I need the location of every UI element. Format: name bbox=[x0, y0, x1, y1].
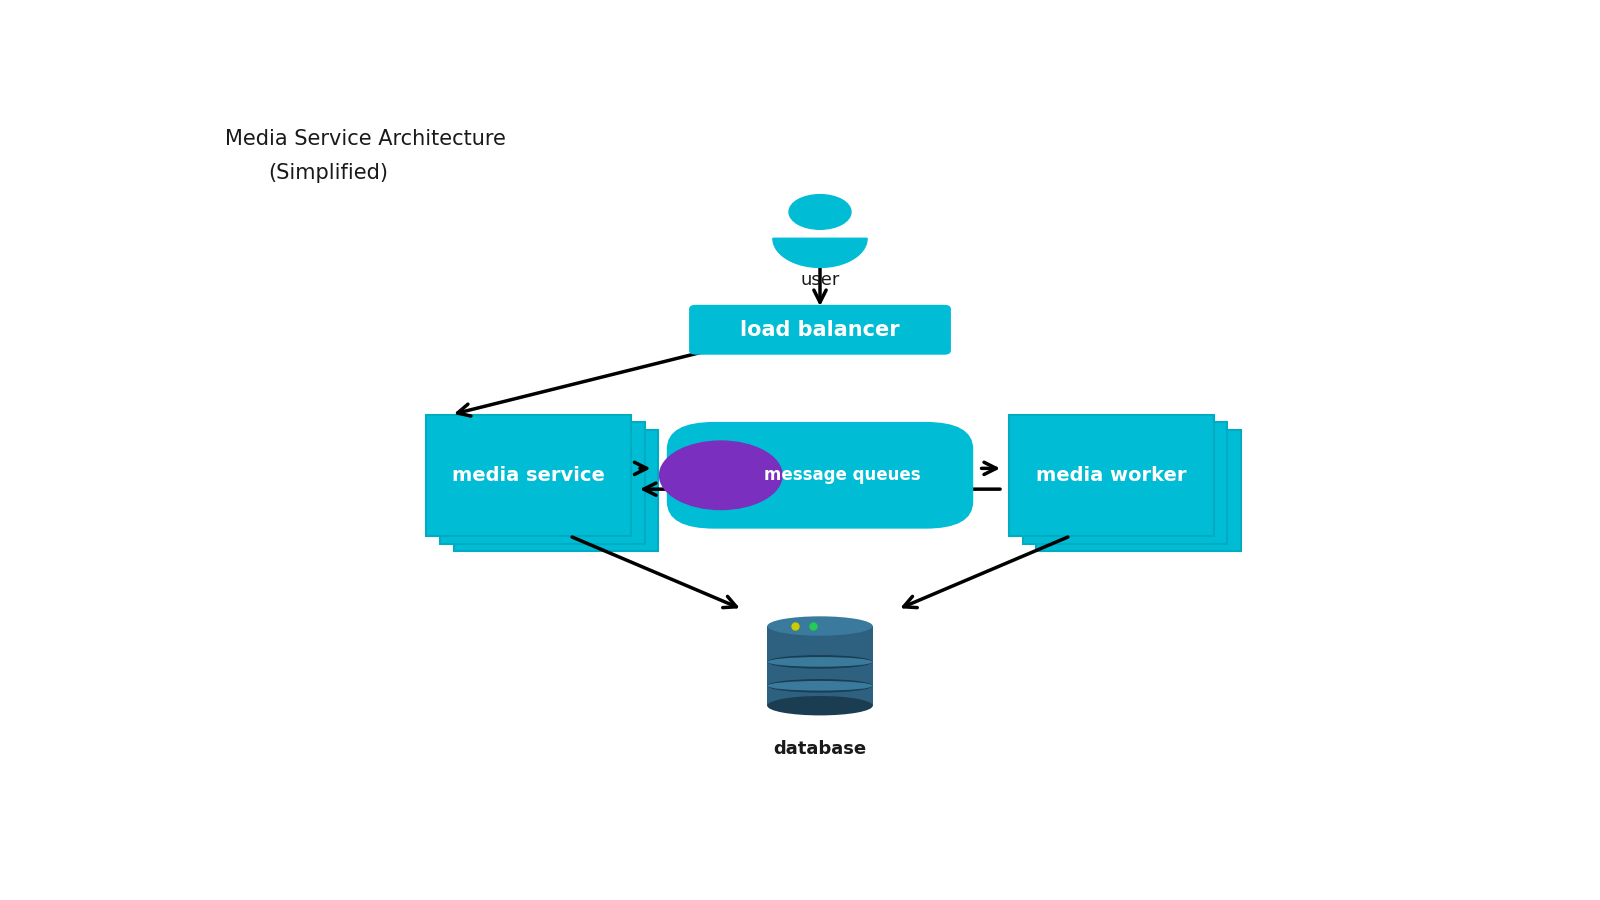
Text: media worker: media worker bbox=[1037, 466, 1187, 485]
Text: Media Service Architecture: Media Service Architecture bbox=[224, 129, 506, 148]
FancyBboxPatch shape bbox=[1037, 430, 1242, 551]
Circle shape bbox=[659, 441, 782, 509]
FancyBboxPatch shape bbox=[1022, 422, 1227, 544]
FancyBboxPatch shape bbox=[690, 305, 950, 354]
FancyBboxPatch shape bbox=[453, 430, 658, 551]
Text: (Simplified): (Simplified) bbox=[269, 164, 389, 184]
Text: message queues: message queues bbox=[765, 466, 920, 484]
FancyBboxPatch shape bbox=[667, 423, 973, 528]
FancyBboxPatch shape bbox=[768, 626, 872, 706]
FancyBboxPatch shape bbox=[440, 422, 645, 544]
FancyBboxPatch shape bbox=[426, 415, 630, 536]
Ellipse shape bbox=[768, 655, 872, 669]
Polygon shape bbox=[773, 238, 867, 267]
Text: user: user bbox=[800, 271, 840, 289]
Ellipse shape bbox=[768, 679, 872, 693]
FancyBboxPatch shape bbox=[1010, 415, 1214, 536]
Circle shape bbox=[789, 194, 851, 230]
Text: load balancer: load balancer bbox=[741, 320, 899, 340]
Ellipse shape bbox=[768, 681, 872, 690]
Ellipse shape bbox=[768, 696, 872, 716]
Ellipse shape bbox=[768, 657, 872, 667]
Ellipse shape bbox=[768, 616, 872, 635]
Text: media service: media service bbox=[453, 466, 605, 485]
Text: database: database bbox=[773, 740, 867, 758]
